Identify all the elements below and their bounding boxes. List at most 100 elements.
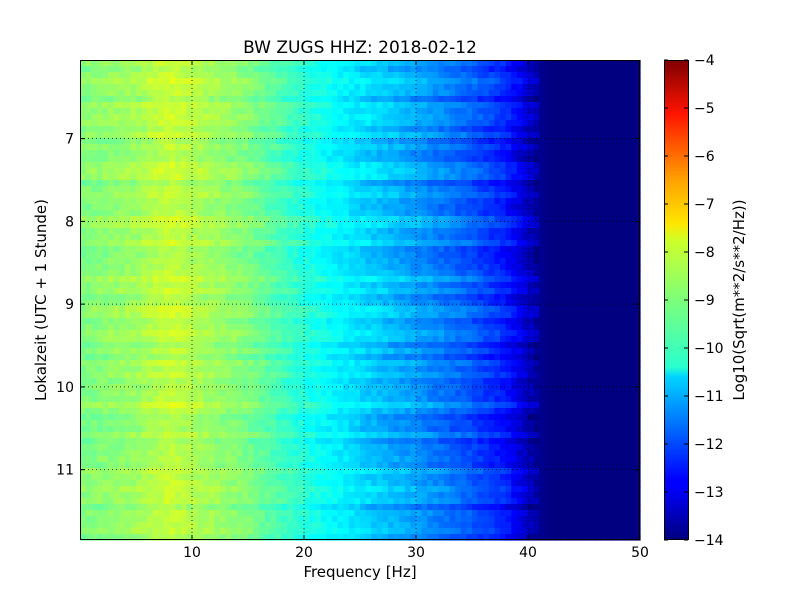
heatmap-cell [315, 222, 322, 229]
heatmap-cell [550, 162, 557, 169]
heatmap-cell [281, 252, 288, 259]
heatmap-cell [337, 72, 344, 79]
heatmap-cell [281, 168, 288, 175]
heatmap-cell [427, 288, 434, 295]
heatmap-cell [225, 324, 232, 331]
heatmap-cell [522, 186, 529, 193]
heatmap-cell [399, 318, 406, 325]
heatmap-cell [326, 84, 333, 91]
heatmap-cell [365, 216, 372, 223]
heatmap-cell [466, 120, 473, 127]
heatmap-cell [600, 210, 607, 217]
heatmap-cell [623, 222, 630, 229]
heatmap-cell [208, 120, 215, 127]
heatmap-cell [399, 114, 406, 121]
heatmap-cell [460, 210, 467, 217]
heatmap-cell [152, 132, 159, 139]
heatmap-cell [175, 264, 182, 271]
heatmap-cell [595, 180, 602, 187]
heatmap-cell [376, 180, 383, 187]
heatmap-cell [332, 354, 339, 361]
heatmap-cell [180, 252, 187, 259]
heatmap-cell [578, 312, 585, 319]
heatmap-cell [483, 294, 490, 301]
heatmap-cell [533, 150, 540, 157]
heatmap-cell [102, 180, 109, 187]
heatmap-cell [421, 162, 428, 169]
heatmap-cell [472, 162, 479, 169]
heatmap-cell [382, 126, 389, 133]
heatmap-cell [192, 348, 199, 355]
heatmap-cell [460, 240, 467, 247]
heatmap-cell [214, 138, 221, 145]
heatmap-cell [522, 324, 529, 331]
heatmap-cell [113, 246, 120, 253]
heatmap-cell [225, 144, 232, 151]
heatmap-cell [399, 306, 406, 313]
heatmap-cell [164, 252, 171, 259]
heatmap-cell [488, 348, 495, 355]
heatmap-cell [466, 192, 473, 199]
heatmap-cell [522, 288, 529, 295]
heatmap-cell [85, 132, 92, 139]
heatmap-cell [287, 162, 294, 169]
heatmap-cell [634, 72, 641, 79]
heatmap-cell [483, 90, 490, 97]
heatmap-cell [511, 192, 518, 199]
heatmap-cell [292, 72, 299, 79]
heatmap-cell [315, 318, 322, 325]
heatmap-cell [371, 156, 378, 163]
heatmap-cell [572, 216, 579, 223]
heatmap-cell [550, 282, 557, 289]
heatmap-cell [91, 258, 98, 265]
heatmap-cell [113, 222, 120, 229]
heatmap-cell [175, 288, 182, 295]
heatmap-cell [466, 234, 473, 241]
heatmap-cell [304, 294, 311, 301]
heatmap-cell [421, 66, 428, 73]
heatmap-cell [533, 234, 540, 241]
heatmap-cell [354, 336, 361, 343]
heatmap-cell [477, 348, 484, 355]
heatmap-cell [197, 342, 204, 349]
heatmap-cell [449, 60, 456, 67]
heatmap-cell [578, 138, 585, 145]
heatmap-cell [152, 222, 159, 229]
heatmap-cell [483, 348, 490, 355]
heatmap-cell [556, 312, 563, 319]
heatmap-cell [589, 264, 596, 271]
heatmap-cell [152, 162, 159, 169]
heatmap-cell [567, 228, 574, 235]
heatmap-cell [253, 156, 260, 163]
heatmap-cell [80, 222, 87, 229]
heatmap-cell [91, 168, 98, 175]
heatmap-cell [617, 114, 624, 121]
heatmap-cell [236, 84, 243, 91]
heatmap-cell [102, 174, 109, 181]
heatmap-cell [253, 276, 260, 283]
heatmap-cell [276, 144, 283, 151]
heatmap-cell [427, 60, 434, 67]
heatmap-cell [561, 222, 568, 229]
heatmap-cell [136, 252, 143, 259]
heatmap-cell [410, 132, 417, 139]
heatmap-cell [108, 330, 115, 337]
heatmap-cell [152, 102, 159, 109]
heatmap-cell [253, 114, 260, 121]
heatmap-cell [572, 210, 579, 217]
heatmap-cell [410, 288, 417, 295]
heatmap-cell [91, 114, 98, 121]
heatmap-cell [544, 300, 551, 307]
heatmap-cell [494, 102, 501, 109]
heatmap-cell [276, 300, 283, 307]
heatmap-cell [175, 318, 182, 325]
heatmap-cell [444, 348, 451, 355]
heatmap-cell [264, 162, 271, 169]
heatmap-cell [494, 342, 501, 349]
heatmap-cell [416, 114, 423, 121]
heatmap-cell [516, 114, 523, 121]
heatmap-cell [472, 126, 479, 133]
heatmap-cell [572, 180, 579, 187]
heatmap-cell [354, 294, 361, 301]
